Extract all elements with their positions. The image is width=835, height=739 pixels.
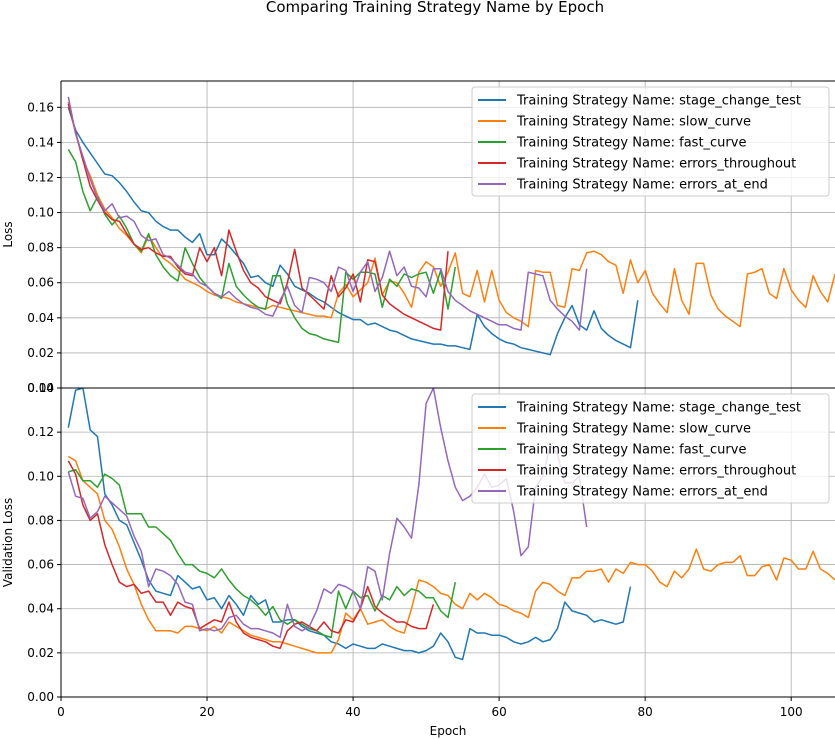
y-tick-label: 0.10 (27, 469, 54, 483)
panel-1: 0.00 0.02 0.04 0.06 0.08 0.10 0.12 0.14 0.16 Loss… (1, 80, 835, 395)
x-tick-label: 100 (780, 705, 803, 719)
y-tick-label: 0.08 (27, 241, 54, 255)
legend-label: Training Strategy Name: errors_at_end (516, 485, 768, 500)
legend-label: Training Strategy Name: errors_at_end (516, 178, 768, 193)
x-tick-label: 60 (491, 705, 506, 719)
y-axis-label: Loss (1, 221, 15, 247)
y-tick-label: 0.16 (27, 100, 54, 114)
series-line-stage-change-test (67, 388, 632, 661)
legend-label: Training Strategy Name: fast_curve (516, 136, 746, 151)
series-line-errors-throughout (67, 103, 449, 331)
chart-title: Comparing Training Strategy Name by Epoc… (266, 0, 604, 16)
series-line-slow-curve (67, 101, 835, 328)
legend-label: Training Strategy Name: fast_curve (516, 443, 746, 458)
series-line-fast-curve (68, 468, 457, 639)
x-tick-label: 40 (345, 705, 360, 719)
legend-box (471, 86, 830, 197)
series-group (67, 96, 835, 356)
y-tick-label: 0.12 (27, 425, 54, 439)
legend-label: Training Strategy Name: stage_change_tes… (516, 94, 801, 109)
y-tick-label: 0.14 (27, 135, 54, 149)
legend-box (471, 393, 830, 504)
legend-label: Training Strategy Name: errors_throughou… (516, 464, 796, 479)
legend-label: Training Strategy Name: stage_change_tes… (516, 401, 801, 416)
y-tick-label: 0.02 (27, 346, 54, 360)
panel-2: 0.00 0.02 0.04 0.06 0.08 0.10 0.12 0.14 0 20 40 60 8… (1, 381, 835, 719)
series-line-errors-at-end (67, 96, 588, 331)
legend-label: Training Strategy Name: slow_curve (516, 115, 751, 130)
y-tick-label: 0.08 (27, 513, 54, 527)
y-tick-label: 0.04 (27, 602, 54, 616)
x-tick-label: 20 (199, 705, 214, 719)
y-tick-label: 0.12 (27, 170, 54, 184)
legend: Training Strategy Name: stage_change_tes… (471, 86, 830, 197)
y-tick-label: 0.00 (27, 690, 54, 704)
y-axis-label: Validation Loss (1, 498, 15, 587)
y-tick-label: 0.00 (27, 381, 54, 395)
x-tick-label: 0 (57, 705, 65, 719)
legend-label: Training Strategy Name: slow_curve (516, 422, 751, 437)
chart-panels: 0.00 0.02 0.04 0.06 0.08 0.10 0.12 0.14 0.16 Loss… (1, 80, 835, 719)
y-tick-label: 0.06 (27, 276, 54, 290)
y-tick-label: 0.14 (27, 381, 54, 395)
series-line-stage-change-test (67, 107, 639, 356)
legend-label: Training Strategy Name: errors_throughou… (516, 157, 796, 172)
y-tick-label: 0.06 (27, 558, 54, 572)
legend: Training Strategy Name: stage_change_tes… (471, 393, 830, 504)
x-tick-label: 80 (638, 705, 653, 719)
y-tick-label: 0.04 (27, 311, 54, 325)
y-tick-label: 0.02 (27, 646, 54, 660)
series-line-errors-throughout (67, 460, 435, 650)
x-axis-label: Epoch (430, 724, 467, 738)
y-tick-label: 0.10 (27, 206, 54, 220)
